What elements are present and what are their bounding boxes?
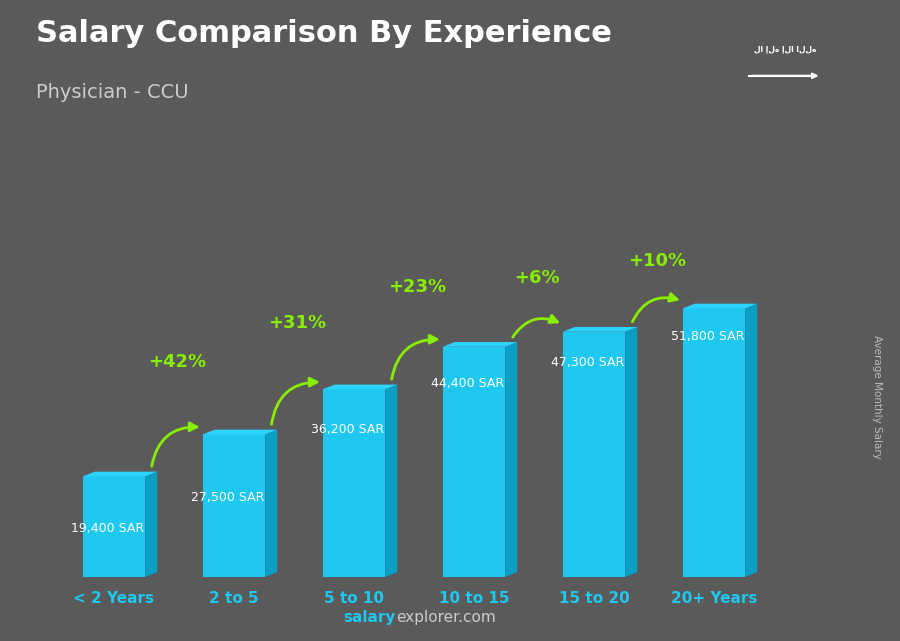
Text: Salary Comparison By Experience: Salary Comparison By Experience bbox=[36, 19, 612, 48]
Text: +31%: +31% bbox=[268, 314, 326, 332]
Polygon shape bbox=[385, 385, 397, 577]
Text: +42%: +42% bbox=[148, 353, 206, 371]
Polygon shape bbox=[745, 304, 757, 577]
Polygon shape bbox=[83, 472, 158, 476]
Polygon shape bbox=[83, 476, 145, 577]
Text: explorer.com: explorer.com bbox=[396, 610, 496, 625]
Polygon shape bbox=[202, 429, 277, 435]
Text: Average Monthly Salary: Average Monthly Salary bbox=[872, 335, 883, 460]
Polygon shape bbox=[562, 331, 626, 577]
Polygon shape bbox=[443, 347, 505, 577]
Polygon shape bbox=[562, 327, 637, 331]
Polygon shape bbox=[266, 429, 277, 577]
Text: salary: salary bbox=[344, 610, 396, 625]
Text: +6%: +6% bbox=[514, 269, 560, 287]
Text: 19,400 SAR: 19,400 SAR bbox=[71, 522, 145, 535]
Polygon shape bbox=[443, 342, 518, 347]
Polygon shape bbox=[145, 472, 158, 577]
Polygon shape bbox=[202, 435, 266, 577]
Text: +23%: +23% bbox=[388, 278, 446, 296]
Text: لا إله إلا الله: لا إله إلا الله bbox=[754, 45, 816, 54]
Polygon shape bbox=[505, 342, 518, 577]
Text: 36,200 SAR: 36,200 SAR bbox=[311, 423, 384, 436]
Text: 47,300 SAR: 47,300 SAR bbox=[552, 356, 625, 369]
Text: 27,500 SAR: 27,500 SAR bbox=[192, 492, 265, 504]
Polygon shape bbox=[626, 327, 637, 577]
Text: 51,800 SAR: 51,800 SAR bbox=[671, 330, 744, 343]
Polygon shape bbox=[323, 385, 397, 389]
Polygon shape bbox=[683, 308, 745, 577]
Text: +10%: +10% bbox=[628, 252, 686, 270]
Text: Physician - CCU: Physician - CCU bbox=[36, 83, 189, 103]
Polygon shape bbox=[323, 389, 385, 577]
Polygon shape bbox=[683, 304, 757, 308]
Text: 44,400 SAR: 44,400 SAR bbox=[431, 377, 505, 390]
